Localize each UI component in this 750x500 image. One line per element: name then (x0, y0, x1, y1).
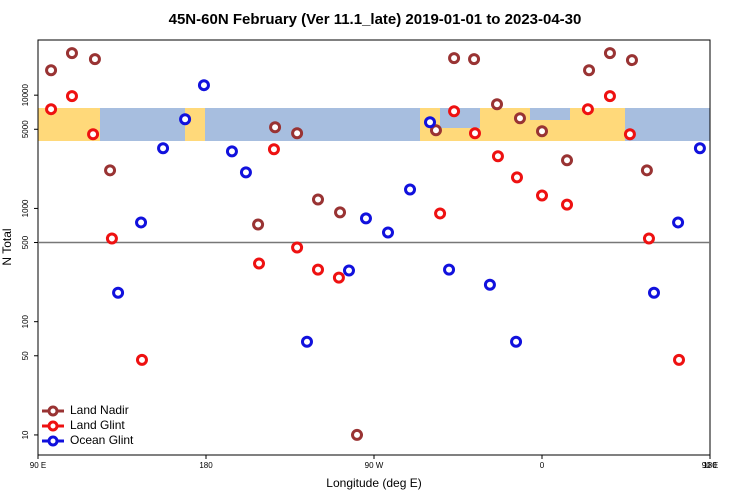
point (510, 335, 523, 348)
point (491, 98, 504, 111)
point (443, 263, 456, 276)
point (65, 47, 78, 60)
point (434, 207, 447, 220)
point (342, 264, 355, 277)
point (225, 145, 238, 158)
x-tick-label: 180 (703, 461, 717, 470)
point (581, 103, 594, 116)
point (88, 53, 101, 66)
point (513, 112, 526, 125)
x-tick-label: 0 (540, 461, 545, 470)
y-tick-label: 10 (21, 430, 30, 439)
point (468, 127, 481, 140)
chart-title: 45N-60N February (Ver 11.1_late) 2019-01… (169, 11, 582, 28)
point (603, 47, 616, 60)
point (468, 53, 481, 66)
point (135, 353, 148, 366)
legend-label: Land Glint (70, 418, 125, 432)
point (332, 271, 345, 284)
point (510, 171, 523, 184)
point (291, 127, 304, 140)
point (87, 128, 100, 141)
legend-marker (47, 435, 59, 447)
point (536, 189, 548, 202)
point (648, 286, 660, 299)
point (104, 164, 117, 177)
map-band (38, 108, 710, 141)
point (603, 90, 616, 103)
point (312, 193, 324, 206)
point (65, 90, 78, 103)
point (252, 218, 265, 231)
point (693, 142, 706, 155)
point (491, 150, 504, 163)
point (112, 286, 125, 299)
point (536, 125, 548, 138)
map-ocean (205, 108, 420, 141)
point (179, 113, 192, 126)
point (561, 198, 574, 211)
point (300, 335, 313, 348)
point (642, 232, 655, 245)
point (45, 64, 58, 77)
point (640, 164, 653, 177)
point (253, 257, 266, 270)
point (672, 216, 685, 229)
point (197, 79, 210, 92)
point (312, 263, 324, 276)
x-tick-label: 90 E (702, 461, 718, 470)
legend-label: Ocean Glint (70, 433, 134, 447)
point (269, 121, 282, 134)
point (625, 54, 638, 67)
point (239, 166, 252, 179)
plot-frame (37, 39, 711, 456)
legend-marker (47, 420, 59, 432)
legend-marker (47, 405, 59, 417)
point (623, 128, 636, 141)
point (483, 278, 496, 291)
point (424, 116, 436, 129)
x-tick-label: 90 W (365, 461, 384, 470)
map-ocean (100, 108, 185, 141)
point (267, 143, 280, 156)
y-tick-label: 5000 (21, 120, 30, 138)
point (334, 206, 347, 219)
legend-label: Land Nadir (70, 403, 129, 417)
point (404, 183, 417, 196)
point (359, 212, 372, 225)
x-tick-label: 90 E (30, 461, 46, 470)
point (351, 428, 364, 441)
point (429, 124, 442, 137)
map-ocean (530, 108, 570, 120)
point (561, 154, 574, 167)
map-ocean (625, 108, 710, 141)
x-axis-label: Longitude (deg E) (326, 476, 421, 490)
point (157, 142, 170, 155)
y-tick-label: 500 (21, 235, 30, 249)
point (583, 64, 596, 77)
point (448, 52, 461, 65)
y-tick-label: 100 (21, 314, 30, 328)
point (382, 226, 394, 239)
y-tick-label: 50 (21, 351, 30, 360)
point (673, 353, 686, 366)
y-tick-label: 10000 (21, 83, 30, 106)
point (105, 232, 118, 245)
y-axis-label: N Total (0, 228, 14, 265)
point (45, 103, 58, 116)
point (291, 241, 304, 254)
point (448, 105, 461, 118)
point (135, 216, 148, 229)
y-tick-label: 1000 (21, 199, 30, 217)
x-tick-label: 180 (199, 461, 213, 470)
